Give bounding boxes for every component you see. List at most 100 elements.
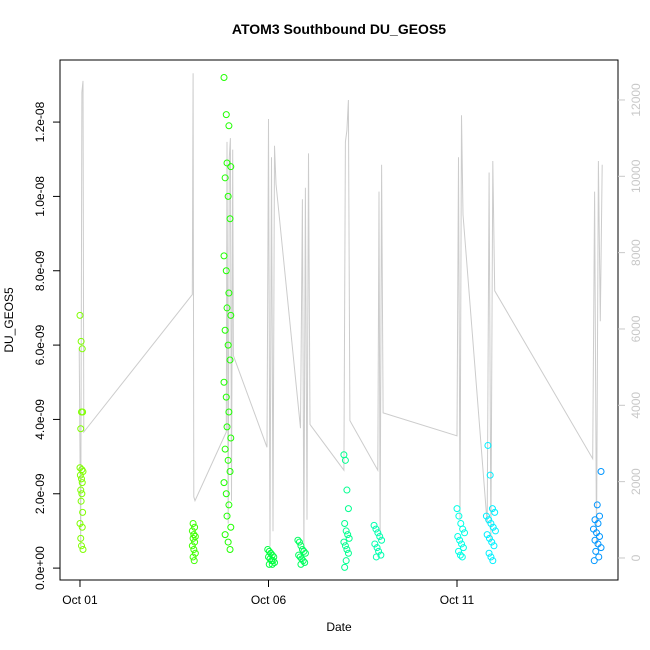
point — [79, 508, 87, 516]
y2-tick-label: 6000 — [629, 315, 643, 342]
point — [485, 516, 493, 524]
x-tick-label: Oct 01 — [62, 593, 98, 607]
point — [488, 505, 496, 513]
point — [488, 538, 496, 546]
point — [301, 549, 309, 557]
point — [78, 490, 86, 498]
x-tick-label: Oct 11 — [440, 593, 475, 607]
point — [78, 345, 86, 353]
y2-tick-label: 10000 — [629, 159, 643, 193]
y2-tick-label: 0 — [629, 554, 643, 561]
point — [341, 520, 349, 528]
point — [227, 434, 235, 442]
point — [482, 512, 490, 520]
point — [597, 467, 605, 475]
point — [221, 531, 229, 539]
point — [77, 534, 85, 542]
point — [76, 311, 84, 319]
y2-tick-label: 4000 — [629, 392, 643, 419]
y2-tick-label: 2000 — [629, 468, 643, 495]
point — [456, 551, 464, 559]
point — [344, 531, 352, 539]
y2-tick-label: 12000 — [629, 83, 643, 117]
point — [269, 557, 277, 565]
point — [378, 536, 386, 544]
point — [220, 73, 228, 81]
point — [191, 549, 199, 557]
point — [226, 356, 234, 364]
point — [459, 544, 467, 552]
point — [223, 512, 231, 520]
point — [487, 520, 495, 528]
chart-title: ATOM3 Southbound DU_GEOS5 — [232, 21, 446, 37]
point — [344, 505, 352, 513]
point — [188, 542, 196, 550]
point — [78, 523, 86, 531]
x-axis-title: Date — [326, 620, 352, 634]
point — [189, 534, 197, 542]
point — [79, 408, 87, 416]
point — [77, 542, 85, 550]
point — [341, 542, 349, 550]
point — [220, 479, 228, 487]
point — [77, 425, 85, 433]
point — [226, 215, 234, 223]
point — [344, 549, 352, 557]
point — [490, 542, 498, 550]
point — [590, 557, 598, 565]
y2-tick-label: 8000 — [629, 239, 643, 266]
point — [456, 536, 464, 544]
y-axis-title: DU_GEOS5 — [2, 287, 16, 353]
point — [222, 490, 230, 498]
point — [221, 326, 229, 334]
point — [342, 527, 350, 535]
y-tick-label: 0.0e+00 — [33, 546, 47, 590]
y-tick-label: 4.0e-09 — [33, 399, 47, 440]
point — [340, 538, 348, 546]
point — [484, 441, 492, 449]
point — [297, 560, 305, 568]
point — [485, 534, 493, 542]
point — [454, 533, 462, 541]
point — [221, 174, 229, 182]
point — [341, 456, 349, 464]
point — [191, 538, 199, 546]
point — [78, 479, 86, 487]
point — [295, 538, 303, 546]
point — [223, 423, 231, 431]
point — [77, 337, 85, 345]
point — [222, 111, 230, 119]
point — [77, 486, 85, 494]
point — [458, 540, 466, 548]
point — [221, 445, 229, 453]
point — [268, 560, 276, 568]
point — [458, 553, 466, 561]
point — [225, 122, 233, 130]
point — [76, 520, 84, 528]
point — [343, 486, 351, 494]
point — [486, 471, 494, 479]
point — [341, 563, 349, 571]
point — [592, 547, 600, 555]
point — [225, 408, 233, 416]
point — [220, 252, 228, 260]
point — [487, 553, 495, 561]
point — [224, 538, 232, 546]
point — [491, 527, 499, 535]
point — [345, 534, 353, 542]
point — [594, 520, 602, 528]
plot-box — [59, 59, 619, 581]
point — [76, 471, 84, 479]
point — [483, 531, 491, 539]
point — [77, 475, 85, 483]
point — [220, 378, 228, 386]
point — [79, 546, 87, 554]
point — [596, 533, 604, 541]
point — [377, 551, 385, 559]
point — [489, 523, 497, 531]
point — [453, 505, 461, 513]
point — [376, 533, 384, 541]
point — [593, 501, 601, 509]
point — [459, 525, 467, 533]
point — [343, 546, 351, 554]
